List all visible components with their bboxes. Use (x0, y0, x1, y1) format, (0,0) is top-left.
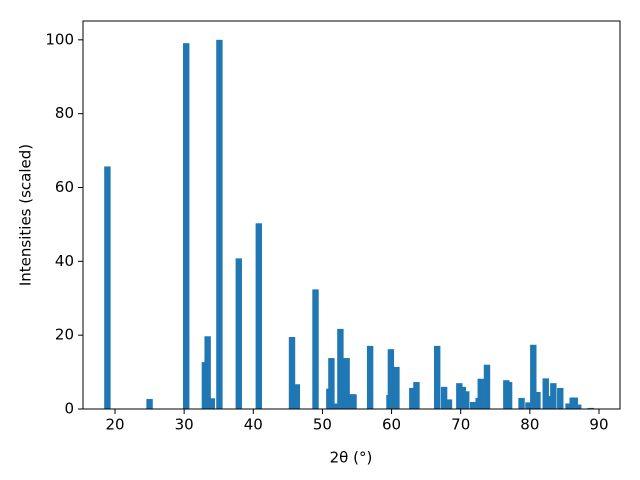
bar (312, 289, 319, 409)
bar (565, 403, 572, 409)
bar (413, 382, 420, 409)
bar (530, 344, 537, 409)
bar (255, 223, 263, 409)
bar (550, 383, 557, 409)
bar (235, 258, 242, 409)
bar (525, 402, 532, 409)
bar (204, 336, 211, 409)
y-tick-label: 60 (55, 178, 74, 196)
bar (546, 396, 553, 409)
bar (216, 39, 223, 409)
bar (542, 378, 549, 409)
x-tick-label: 90 (589, 416, 608, 434)
bar (293, 384, 301, 409)
bar (350, 394, 357, 409)
bar (445, 399, 453, 409)
bar (483, 364, 491, 409)
x-axis-label: 2θ (°) (330, 449, 373, 467)
bar (328, 358, 335, 409)
bar (331, 403, 339, 409)
bar (477, 378, 484, 409)
bar (557, 387, 564, 409)
bar (456, 383, 463, 409)
y-tick-label: 20 (55, 326, 74, 344)
y-tick-label: 80 (55, 104, 74, 122)
bar (337, 328, 344, 409)
bar (288, 337, 296, 409)
bar (575, 404, 582, 409)
bar (366, 345, 374, 409)
x-tick-label: 20 (105, 416, 124, 434)
bar (343, 358, 350, 409)
bar (505, 382, 513, 409)
y-tick-label: 0 (64, 400, 74, 418)
bar (387, 349, 395, 409)
bar (571, 397, 578, 409)
bar (146, 399, 153, 409)
bar (587, 407, 594, 409)
bar (463, 391, 470, 409)
bar (393, 366, 400, 409)
bar (518, 397, 525, 409)
plot-frame (82, 20, 621, 410)
x-tick-label: 30 (175, 416, 194, 434)
x-tick-label: 50 (313, 416, 332, 434)
bar (459, 386, 466, 409)
y-tick-label: 40 (55, 252, 74, 270)
bar (409, 387, 416, 409)
bar (440, 386, 448, 409)
x-tick-label: 80 (520, 416, 539, 434)
bar (433, 345, 441, 409)
bar (104, 166, 111, 409)
bar (469, 401, 477, 409)
x-tick-label: 40 (244, 416, 263, 434)
y-axis-label: Intensities (scaled) (17, 144, 35, 286)
bar (208, 398, 216, 409)
bar (183, 43, 190, 410)
y-tick-label: 100 (45, 30, 74, 48)
x-tick-label: 60 (382, 416, 401, 434)
x-tick-label: 70 (451, 416, 470, 434)
bar (534, 392, 541, 409)
